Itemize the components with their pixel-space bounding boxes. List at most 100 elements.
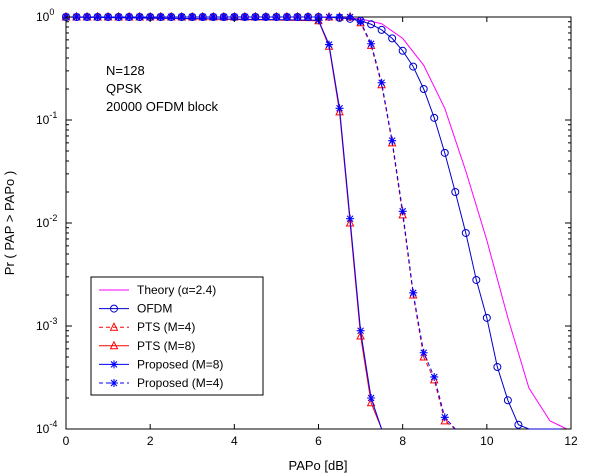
data-point-triangle <box>345 217 355 227</box>
data-point-asterisk <box>409 288 418 297</box>
data-point-circle <box>388 34 397 43</box>
annotation-modulation: QPSK <box>106 81 142 96</box>
data-point-asterisk <box>419 348 428 357</box>
data-point-asterisk <box>114 13 123 21</box>
data-point-asterisk <box>93 13 102 21</box>
data-point-asterisk <box>135 13 144 21</box>
data-point-circle <box>377 25 386 34</box>
data-point-circle <box>398 46 407 55</box>
data-point-asterisk <box>335 13 344 21</box>
x-tick-label: 4 <box>231 434 238 448</box>
data-point-circle <box>493 362 502 371</box>
data-point-circle <box>419 84 428 93</box>
legend-entry: Theory (α=2.4) <box>99 283 216 297</box>
data-point-asterisk <box>430 372 439 381</box>
data-point-asterisk <box>367 393 376 402</box>
data-point-circle <box>409 62 418 71</box>
x-tick-label: 2 <box>147 434 154 448</box>
data-point-circle <box>461 228 470 237</box>
y-tick-label: 100 <box>36 7 54 24</box>
data-point-asterisk <box>198 13 207 21</box>
data-point-asterisk <box>219 13 228 21</box>
data-point-circle <box>451 187 460 196</box>
data-point-asterisk <box>293 13 302 21</box>
series-5 <box>62 13 456 430</box>
data-point-asterisk <box>367 39 376 48</box>
data-point-asterisk <box>110 360 118 369</box>
data-point-circle <box>482 313 491 322</box>
data-point-circle <box>367 20 376 29</box>
y-tick-label: 10-1 <box>36 110 57 127</box>
x-tick-label: 12 <box>564 434 578 448</box>
x-tick-label: 10 <box>480 434 494 448</box>
y-tick-label: 10-2 <box>36 213 57 230</box>
data-point-triangle <box>335 106 344 116</box>
data-point-asterisk <box>167 13 176 21</box>
annotation-blocks: 20000 OFDM block <box>106 99 218 114</box>
x-tick-label: 8 <box>399 434 406 448</box>
series-line <box>65 16 383 430</box>
legend-label: Proposed (M=4) <box>137 376 223 390</box>
data-point-circle <box>430 113 439 122</box>
legend: Theory (α=2.4) OFDM PTS (M=4) PTS (M=8) Prop… <box>90 276 264 396</box>
data-point-asterisk <box>110 379 118 387</box>
data-point-asterisk <box>335 104 344 113</box>
legend-entry: OFDM <box>99 302 172 316</box>
data-point-circle <box>110 304 118 313</box>
legend-label: Theory (α=2.4) <box>137 283 216 297</box>
legend-label: PTS (M=8) <box>137 339 195 353</box>
legend-entry: PTS (M=8) <box>99 339 195 353</box>
data-point-asterisk <box>104 13 113 21</box>
data-point-asterisk <box>156 13 165 21</box>
data-point-asterisk <box>398 207 407 216</box>
data-point-circle <box>514 420 523 429</box>
data-point-asterisk <box>356 326 365 335</box>
data-point-triangle <box>356 330 365 340</box>
data-point-asterisk <box>377 78 386 87</box>
data-point-asterisk <box>356 17 365 26</box>
data-point-asterisk <box>325 13 334 21</box>
data-point-asterisk <box>72 13 81 21</box>
data-point-triangle <box>109 340 119 350</box>
legend-label: OFDM <box>137 302 172 316</box>
data-point-asterisk <box>325 40 334 49</box>
data-point-asterisk <box>261 13 270 21</box>
y-tick-label: 10-4 <box>36 419 57 436</box>
annotation-n: N=128 <box>106 63 145 78</box>
data-point-asterisk <box>240 13 249 21</box>
legend-entry: PTS (M=4) <box>99 320 195 334</box>
data-point-asterisk <box>177 13 186 21</box>
data-point-circle <box>440 148 449 157</box>
legend-label: PTS (M=4) <box>137 320 195 334</box>
data-point-asterisk <box>388 136 397 145</box>
data-point-asterisk <box>282 13 291 21</box>
legend-box <box>90 276 264 396</box>
legend-entry: Proposed (M=4) <box>99 376 223 390</box>
x-tick-label: 6 <box>315 434 322 448</box>
data-point-circle <box>472 275 481 284</box>
data-point-circle <box>503 396 512 405</box>
data-point-asterisk <box>125 13 134 21</box>
data-point-asterisk <box>272 13 281 21</box>
data-point-asterisk <box>346 214 355 223</box>
data-point-asterisk <box>251 13 260 21</box>
data-point-asterisk <box>209 13 218 21</box>
legend-label: Proposed (M=8) <box>137 357 223 371</box>
data-point-asterisk <box>303 13 312 21</box>
annotation-group: N=128 QPSK 20000 OFDM block <box>106 63 218 114</box>
data-point-asterisk <box>188 13 197 21</box>
data-point-triangle <box>398 209 407 219</box>
y-tick-label: 10-3 <box>36 316 57 333</box>
series-line <box>66 16 456 430</box>
data-point-asterisk <box>83 13 92 21</box>
y-axis-title: Pr ( PAP > PAPo ) <box>2 171 17 275</box>
axes-group: 0 2 4 6 8 10 12 100 10-1 10-2 10-3 10-4 <box>36 7 578 448</box>
x-axis-title: PAPo [dB] <box>288 458 347 473</box>
x-tick-label: 0 <box>63 434 70 448</box>
legend-entry: Proposed (M=8) <box>99 357 223 371</box>
data-point-triangle <box>109 322 119 331</box>
data-point-asterisk <box>440 413 449 422</box>
data-point-asterisk <box>346 13 355 21</box>
data-point-triangle <box>440 415 450 425</box>
